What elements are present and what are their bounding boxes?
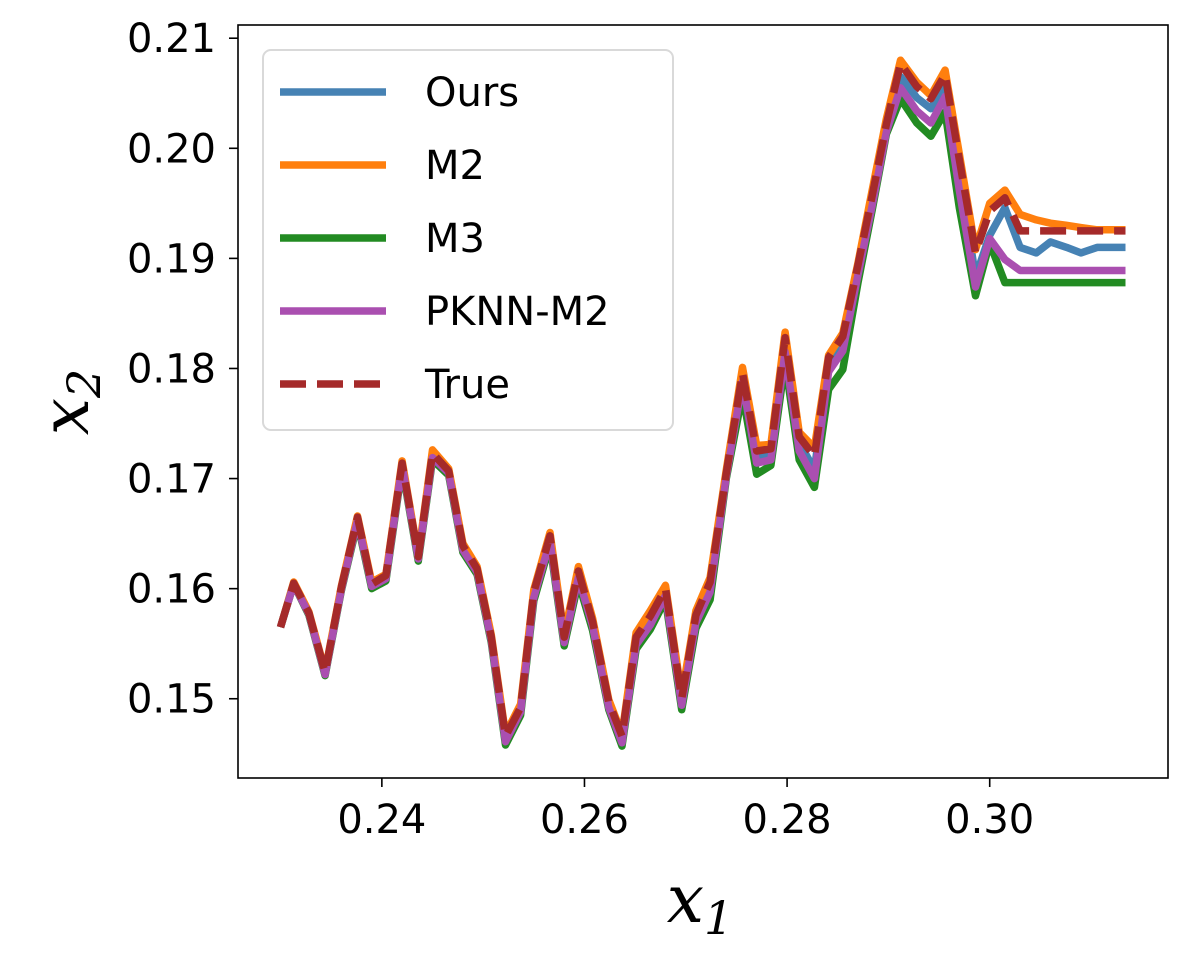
- legend-label: M3: [425, 216, 485, 262]
- y-axis-label-main: x: [27, 398, 104, 435]
- legend-label: PKNN-M2: [425, 289, 610, 335]
- y-tick-label: 0.21: [127, 16, 216, 62]
- y-tick-label: 0.15: [127, 677, 216, 723]
- plot-frame: [237, 24, 1169, 779]
- legend-label: M2: [425, 143, 485, 189]
- legend-entries: Ours M2 M3 PKNN-M2 True: [280, 70, 610, 408]
- y-axis-ticks: 0.15 0.16 0.17 0.18 0.19 0.20 0.21: [127, 16, 238, 723]
- x-tick-label: 0.26: [540, 797, 629, 843]
- x-axis-label-sub: 1: [704, 891, 733, 945]
- y-tick-label: 0.19: [127, 236, 216, 282]
- series-line-true: [276, 59, 1126, 740]
- legend-label: Ours: [425, 70, 519, 116]
- y-axis-label-sub: 2: [57, 369, 111, 399]
- x-tick-label: 0.24: [337, 797, 426, 843]
- series-lines: [276, 56, 1126, 750]
- y-tick-label: 0.16: [127, 567, 216, 613]
- y-tick-label: 0.18: [127, 346, 216, 392]
- x-axis-label-main: x: [667, 861, 704, 938]
- x-tick-label: 0.28: [743, 797, 832, 843]
- x-tick-label: 0.30: [945, 797, 1034, 843]
- y-tick-label: 0.17: [127, 457, 216, 503]
- y-axis-label: x2: [27, 369, 111, 436]
- legend-label: True: [424, 362, 510, 408]
- legend-box: [262, 49, 674, 431]
- y-tick-label: 0.20: [127, 126, 216, 172]
- legend: Ours M2 M3 PKNN-M2 True: [262, 49, 674, 431]
- x-axis-ticks: 0.24 0.26 0.28 0.30: [337, 778, 1034, 843]
- x-axis-label: x1: [667, 861, 734, 945]
